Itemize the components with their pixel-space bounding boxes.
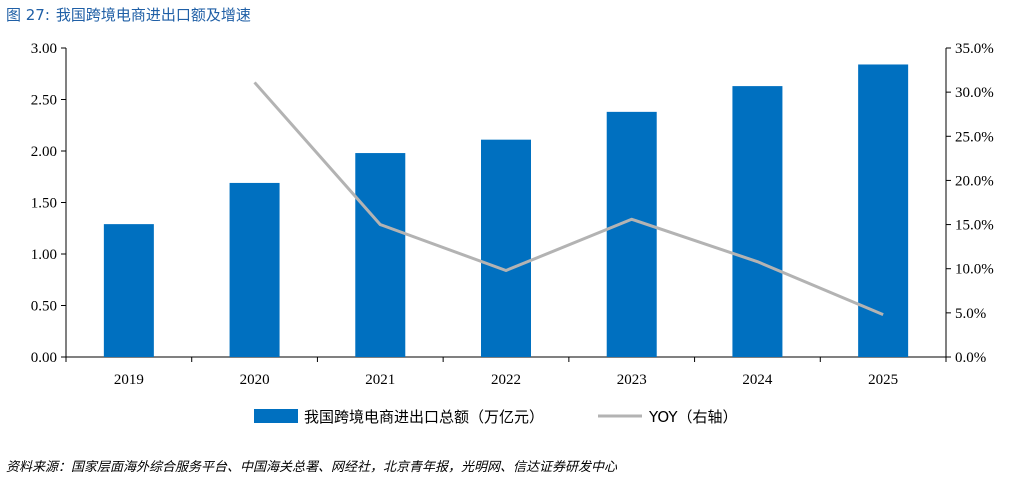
right-tick-label: 25.0% [955, 129, 994, 145]
left-tick-label: 0.00 [31, 350, 57, 366]
chart-legend: 我国跨境电商进出口总额（万亿元） YOY（右轴） [254, 408, 738, 426]
left-tick-label: 2.00 [31, 144, 57, 160]
yoy-line-series [253, 81, 884, 317]
right-tick-label: 20.0% [955, 173, 994, 189]
source-note: 资料来源：国家层面海外综合服务平台、中国海关总署、网经社，北京青年报，光明网、信… [6, 460, 618, 475]
yoy-line [253, 81, 884, 317]
x-tick-label: 2022 [491, 372, 521, 388]
left-tick-label: 1.50 [31, 196, 57, 212]
bar [355, 153, 406, 357]
x-tick-label: 2023 [617, 372, 647, 388]
figure-title-text: 我国跨境电商进出口额及增速 [55, 6, 251, 24]
bar [481, 139, 531, 357]
bar [606, 111, 657, 357]
right-tick-label: 0.0% [955, 350, 986, 366]
x-tick-label: 2025 [868, 372, 898, 388]
legend-swatch-bar [254, 409, 298, 423]
legend-label-line: YOY（右轴） [648, 408, 738, 426]
bar [229, 182, 280, 357]
left-tick-label: 2.50 [31, 93, 57, 109]
legend-label-bar: 我国跨境电商进出口总额（万亿元） [304, 408, 544, 426]
right-tick-label: 35.0% [955, 41, 994, 57]
right-tick-label: 15.0% [955, 218, 994, 234]
x-tick-label: 2021 [365, 372, 395, 388]
right-tick-label: 30.0% [955, 85, 994, 101]
bar [103, 224, 154, 357]
right-tick-label: 5.0% [955, 306, 986, 322]
tick-labels: 0.00 0.50 1.00 1.50 2.00 2.50 3.00 0.0% 5.0% 10.0… [31, 41, 994, 388]
bar-series [103, 64, 909, 358]
left-tick-label: 0.50 [31, 299, 57, 315]
left-tick-label: 3.00 [31, 41, 57, 57]
left-tick-label: 1.00 [31, 247, 57, 263]
figure-title: 图 27: 我国跨境电商进出口额及增速 [6, 4, 251, 25]
x-tick-label: 2020 [240, 372, 270, 388]
bar [732, 86, 783, 358]
x-tick-label: 2024 [742, 372, 773, 388]
figure-label: 图 27: [6, 6, 50, 24]
x-tick-label: 2019 [114, 372, 144, 388]
right-tick-label: 10.0% [955, 262, 994, 278]
